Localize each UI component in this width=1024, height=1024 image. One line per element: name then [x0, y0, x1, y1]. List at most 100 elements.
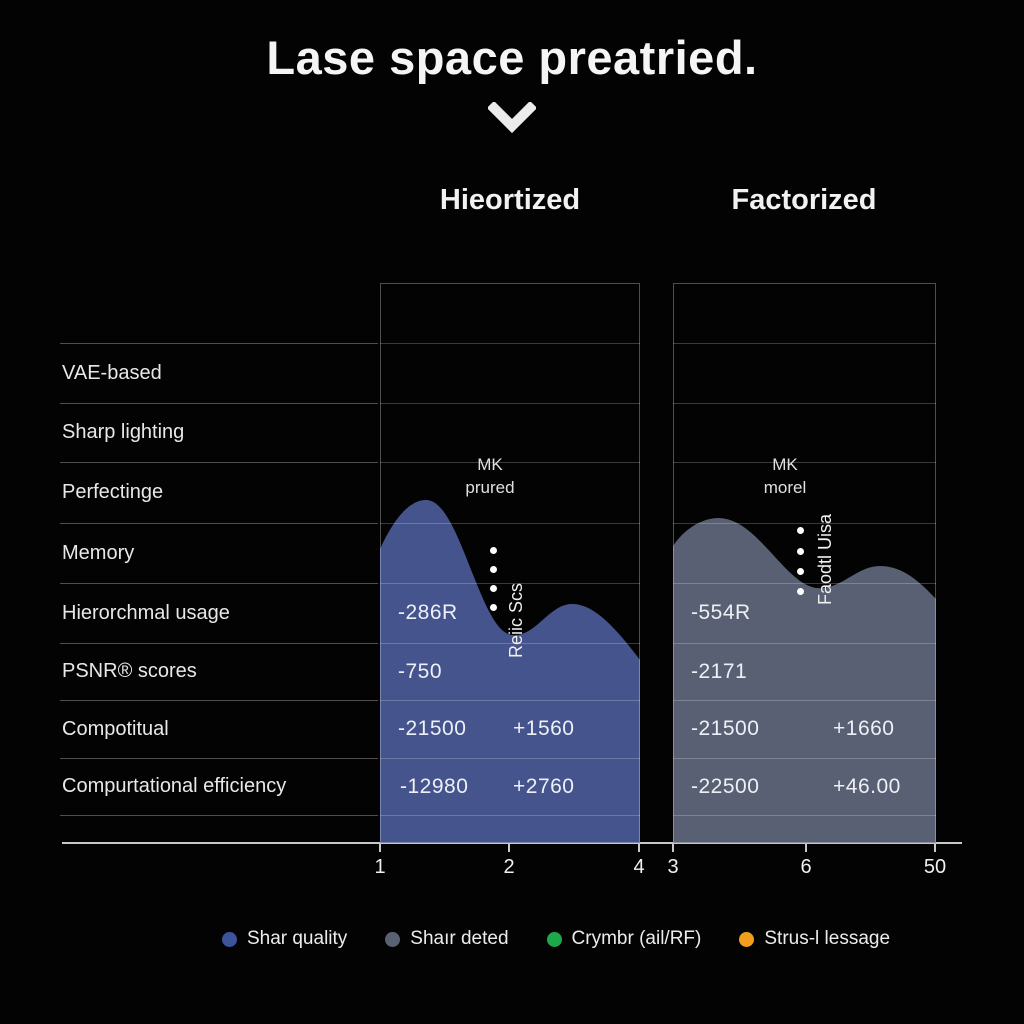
row-divider — [60, 403, 378, 404]
area-series-hieortized — [380, 499, 640, 843]
value-row: -750 — [380, 643, 640, 700]
annotation-note: MK prured — [430, 453, 550, 499]
row-label-perfectinge: Perfectinge — [62, 481, 164, 503]
row-divider — [60, 700, 378, 701]
legend-dot-gray-icon — [385, 931, 401, 947]
annotation-note-line2: morel — [763, 478, 807, 497]
x-tick-label: 6 — [800, 856, 812, 878]
legend-item-shar-quality: Shar quality — [221, 928, 348, 950]
grid-line — [673, 343, 936, 344]
grid-line — [380, 523, 640, 524]
value-row: -554R — [673, 583, 936, 643]
legend-item-strus-lessage: Strus-l lessage — [739, 928, 890, 950]
column-header-factorized: Factorized — [731, 184, 877, 216]
value-label: +1560 — [513, 717, 575, 740]
legend-item-shair-deted: Shaır deted — [385, 928, 509, 950]
value-label: -554R — [691, 601, 751, 624]
row-divider — [60, 583, 378, 584]
grid-line — [673, 403, 936, 404]
column-header-hieortized: Hieortized — [439, 184, 581, 216]
value-label: +46.00 — [833, 774, 901, 798]
grid-line — [380, 758, 640, 759]
page-title: Lase space preatried. — [266, 31, 758, 84]
row-label-hierorchmal-usage: Hierorchmal usage — [62, 601, 230, 624]
value-row: -22500 +46.00 — [673, 758, 936, 815]
grid-line — [673, 462, 936, 463]
value-label: -21500 — [398, 717, 467, 740]
legend-label: Crymbr (ail/RF) — [571, 928, 702, 949]
value-label: -21500 — [691, 717, 760, 740]
value-row: -286R — [380, 583, 640, 643]
x-tick-label: 4 — [633, 856, 645, 878]
grid-line — [673, 583, 936, 584]
legend-item-crymbr: Crymbr (ail/RF) — [546, 928, 702, 950]
x-tick — [379, 844, 381, 852]
legend-dot-blue-icon — [221, 931, 237, 947]
dotted-guide-dot — [797, 588, 804, 595]
value-label: -750 — [398, 659, 443, 683]
vertical-axis-label: Faodtl Uisa — [815, 513, 835, 605]
area-chart-factorized — [673, 518, 936, 843]
grid-line — [380, 343, 640, 344]
grid-line — [673, 643, 936, 644]
row-label-compurtational-efficiency: Compurtational efficiency — [62, 775, 287, 797]
row-divider — [60, 758, 378, 759]
x-tick — [672, 844, 674, 852]
x-tick-label: 50 — [923, 856, 947, 878]
x-tick — [934, 844, 936, 852]
value-label: +2760 — [513, 774, 575, 798]
dotted-guide-dot — [490, 604, 497, 611]
grid-line — [380, 403, 640, 404]
panel-border — [673, 283, 936, 843]
dotted-guide-dot — [797, 568, 804, 575]
legend: Shar quality Shaır deted Crymbr (ail/RF)… — [0, 928, 1024, 950]
x-tick-label: 2 — [503, 856, 515, 878]
grid-line — [380, 700, 640, 701]
annotation-note: MK morel — [725, 453, 845, 499]
legend-label: Shar quality — [246, 928, 348, 949]
legend-label: Strus-l lessage — [764, 928, 891, 949]
value-row: -21500 +1660 — [673, 700, 936, 758]
dotted-guide-dot — [490, 585, 497, 592]
annotation-note-line1: MK — [772, 455, 798, 474]
x-tick — [508, 844, 510, 852]
area-chart-hieortized — [380, 499, 640, 843]
row-divider — [60, 643, 378, 644]
row-label-vae-based: VAE-based — [62, 361, 162, 384]
row-divider — [60, 343, 378, 344]
panel-border — [380, 283, 640, 843]
grid-line — [673, 758, 936, 759]
x-tick — [638, 844, 640, 852]
value-label: -12980 — [400, 774, 469, 798]
x-tick-label: 3 — [667, 856, 679, 878]
x-axis-line — [62, 842, 962, 844]
value-label: -286R — [398, 601, 458, 624]
x-tick — [805, 844, 807, 852]
row-label-sharp-lighting: Sharp lighting — [62, 421, 185, 443]
value-label: +1660 — [833, 717, 895, 740]
grid-line — [673, 700, 936, 701]
row-divider — [60, 523, 378, 524]
value-label: -22500 — [691, 774, 760, 798]
grid-line — [673, 523, 936, 524]
area-series-factorized — [673, 518, 936, 843]
legend-dot-green-icon — [546, 931, 562, 947]
annotation-note-line1: MK — [477, 455, 503, 474]
annotation-note-line2: prured — [465, 478, 515, 497]
chart-panel-factorized: MK morel Faodtl Uisa -554R -2171 -21500 … — [673, 283, 936, 843]
grid-line — [380, 462, 640, 463]
row-divider — [60, 462, 378, 463]
grid-line — [380, 583, 640, 584]
value-label: -2171 — [691, 659, 748, 683]
legend-dot-orange-icon — [739, 931, 755, 947]
row-divider — [60, 815, 378, 816]
dotted-guide-dot — [490, 547, 497, 554]
dotted-guide-dot — [797, 548, 804, 555]
row-label-memory: Memory — [62, 541, 135, 564]
legend-label: Shaır deted — [410, 928, 509, 949]
chevron-down-icon — [488, 102, 536, 134]
x-tick-label: 1 — [374, 856, 386, 878]
value-row: -12980 +2760 — [380, 758, 640, 815]
dotted-guide-dot — [490, 566, 497, 573]
